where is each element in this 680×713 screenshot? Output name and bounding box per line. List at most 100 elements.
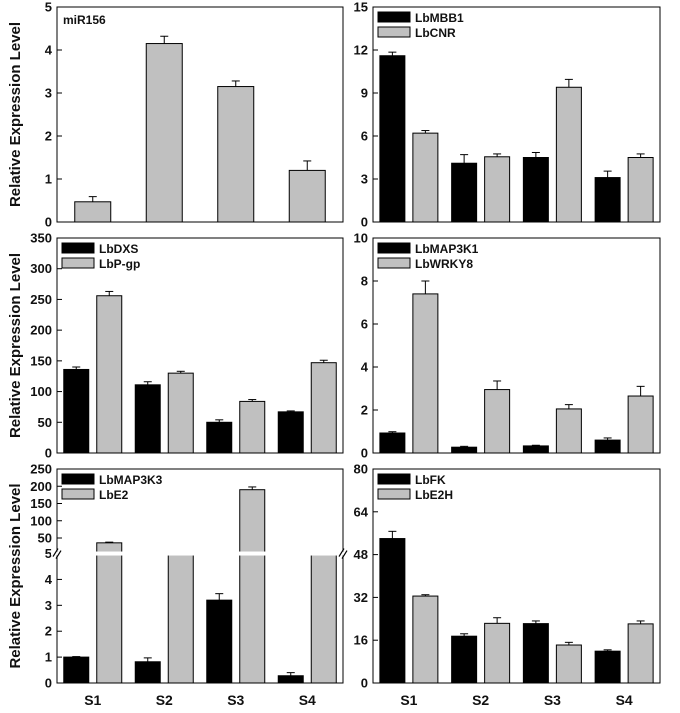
x-tick-label: S3 [227, 692, 244, 708]
bar-mir156-s1 [74, 201, 112, 223]
y-tick-label: 16 [354, 633, 368, 648]
legend-label: LbWRKY8 [415, 257, 473, 271]
y-tick-label: 100 [30, 513, 52, 528]
panel-title: miR156 [63, 13, 106, 27]
y-axis-label: Relative Expression Level [7, 483, 24, 668]
y-tick-label: 200 [30, 479, 52, 494]
y-tick-label: 3 [45, 598, 52, 613]
y-tick-label: 2 [45, 129, 52, 144]
bar-lbe2h-s2 [484, 622, 511, 684]
axis-break-mark [341, 550, 348, 559]
y-tick-label: 3 [361, 172, 368, 187]
bar-lbfk-s2 [451, 635, 478, 684]
legend-swatch [377, 488, 411, 500]
x-tick-label: S1 [400, 692, 417, 708]
bar-lbfk-s1 [379, 538, 406, 684]
bar-lbmbb1-s3 [522, 157, 549, 223]
axis-break-mark [338, 548, 345, 557]
bar-lbe2h-s3 [555, 644, 582, 684]
plot-frame [372, 468, 661, 684]
legend-label: LbDXS [99, 242, 138, 256]
bar-lbcnr-s1 [412, 132, 439, 223]
bar-lbdxs-s4 [277, 411, 304, 454]
y-tick-label: 100 [30, 384, 52, 399]
plot-frame [372, 237, 661, 454]
y-tick-label: 4 [45, 43, 53, 58]
y-tick-label: 200 [30, 323, 52, 338]
x-tick-label: S1 [84, 692, 101, 708]
y-tick-label: 0 [45, 446, 52, 461]
y-tick-label: 0 [45, 215, 52, 230]
bar-lbdxs-s3 [206, 421, 233, 454]
legend-swatch [377, 257, 411, 269]
legend-swatch [377, 473, 411, 485]
bar-lbmbb1-s1 [379, 55, 406, 223]
y-tick-label: 80 [354, 462, 368, 477]
x-tick-label: S2 [156, 692, 173, 708]
y-axis-label: Relative Expression Level [7, 22, 24, 207]
y-tick-label: 8 [361, 274, 368, 289]
y-tick-label: 5 [45, 546, 52, 561]
x-tick-label: S3 [544, 692, 561, 708]
bar-lbwrky8-s4 [627, 395, 654, 454]
bar-lbcnr-s3 [555, 86, 582, 223]
y-tick-label: 50 [38, 531, 52, 546]
y-tick-label: 150 [30, 353, 52, 368]
y-tick-label: 350 [30, 231, 52, 246]
axis-break-mark [52, 548, 59, 557]
chart-panel-miR156: 0 1 2 3 4 5 miR156 Relative Expression Level [7, 0, 344, 230]
legend-swatch [377, 11, 411, 23]
bar-lbmbb1-s4 [594, 177, 621, 223]
y-tick-label: 0 [361, 446, 368, 461]
y-tick-label: 2 [361, 403, 368, 418]
y-tick-label: 50 [38, 415, 52, 430]
bar-lbcnr-s4 [627, 157, 654, 223]
legend-label: LbCNR [415, 26, 456, 40]
bar-lbe2h-s1 [412, 595, 439, 684]
bar-mir156-s4 [288, 169, 326, 223]
legend-label: LbMBB1 [415, 11, 464, 25]
legend-label: LbMAP3K1 [415, 242, 479, 256]
bar-lbe2-s1 [96, 542, 123, 684]
bar-lbmap3k3-s2 [134, 661, 161, 684]
x-tick-label: S2 [472, 692, 489, 708]
legend-swatch [61, 257, 95, 269]
bar-lbcnr-s2 [484, 156, 511, 223]
plot-frame [56, 468, 344, 684]
legend-label: LbP-gp [99, 257, 140, 271]
bar-lbe2-s2 [167, 552, 194, 684]
bar-mir156-s3 [217, 86, 255, 223]
y-tick-label: 150 [30, 496, 52, 511]
bar-lbe2h-s4 [627, 623, 654, 684]
y-tick-label: 64 [354, 504, 369, 519]
y-tick-label: 9 [361, 86, 368, 101]
bar-lbp-gp-s3 [239, 400, 266, 454]
y-tick-label: 4 [45, 572, 53, 587]
plot-frame [372, 6, 661, 223]
bar-lbfk-s3 [522, 623, 549, 684]
bar-lbwrky8-s3 [555, 408, 582, 454]
y-tick-label: 32 [354, 590, 368, 605]
bar-lbmap3k3-s1 [63, 656, 90, 684]
chart-panel-map3k3-e2: 0 1 2 3 4 550 100 150 200 250 S1 S2 S3 S4 LbMAP3K3LbE2… [7, 462, 349, 708]
bar-lbmbb1-s2 [451, 162, 478, 223]
y-tick-label: 3 [45, 86, 52, 101]
legend-label: LbE2H [415, 488, 453, 502]
y-tick-label: 48 [354, 547, 368, 562]
y-tick-label: 250 [30, 462, 52, 477]
y-tick-label: 4 [361, 360, 369, 375]
plot-frame [56, 6, 344, 223]
legend-label: LbMAP3K3 [99, 473, 163, 487]
y-axis-label: Relative Expression Level [7, 253, 24, 438]
legend-label: LbFK [415, 473, 446, 487]
bar-lbe2-s4 [310, 552, 337, 684]
y-tick-label: 1 [45, 650, 52, 665]
plot-frame [56, 237, 344, 454]
y-tick-label: 0 [45, 676, 52, 691]
y-tick-label: 5 [45, 0, 52, 15]
bar-lbmap3k1-s1 [379, 432, 406, 454]
